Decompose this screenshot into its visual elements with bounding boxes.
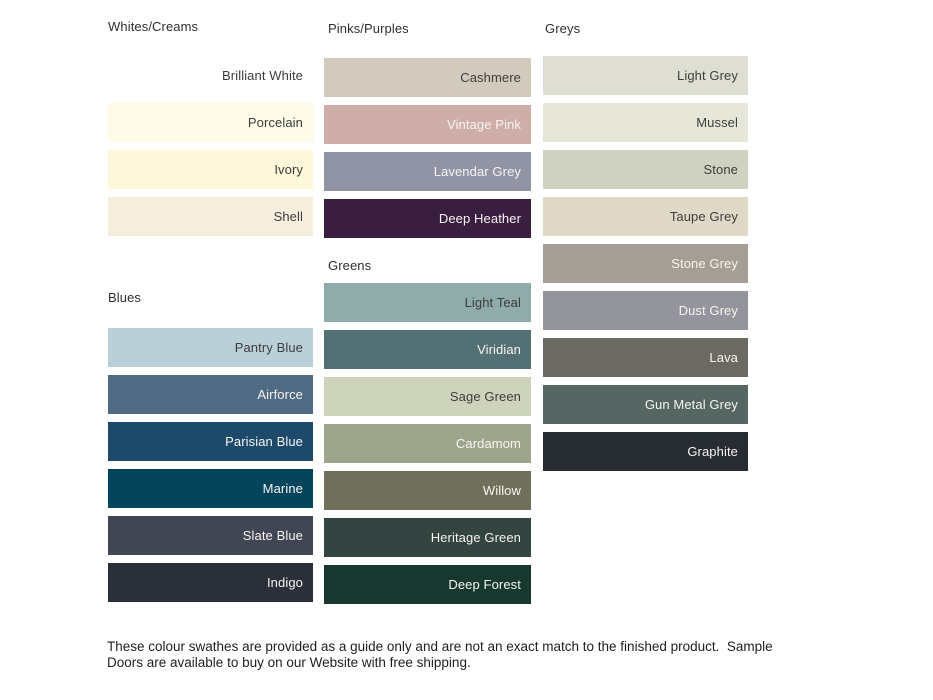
disclaimer-line-2: Doors are available to buy on our Websit… <box>107 655 471 670</box>
swatch-label: Taupe Grey <box>669 209 738 224</box>
swatch-group-greens: Light Teal Viridian Sage Green Cardamom … <box>324 283 531 612</box>
swatch-pantry-blue: Pantry Blue <box>108 328 313 367</box>
swatch-label: Shell <box>273 209 303 224</box>
swatch-label: Dust Grey <box>678 303 738 318</box>
swatch-airforce: Airforce <box>108 375 313 414</box>
swatch-deep-forest: Deep Forest <box>324 565 531 604</box>
group-header-blues: Blues <box>108 290 142 305</box>
swatch-willow: Willow <box>324 471 531 510</box>
swatch-cardamom: Cardamom <box>324 424 531 463</box>
swatch-group-whites-creams: Brilliant White Porcelain Ivory Shell <box>108 56 313 244</box>
swatch-parisian-blue: Parisian Blue <box>108 422 313 461</box>
swatch-label: Slate Blue <box>242 528 303 543</box>
swatch-label: Ivory <box>274 162 303 177</box>
swatch-label: Indigo <box>266 575 303 590</box>
swatch-stone-grey: Stone Grey <box>543 244 748 283</box>
swatch-label: Parisian Blue <box>225 434 303 449</box>
swatch-label: Lava <box>709 350 738 365</box>
swatch-indigo: Indigo <box>108 563 313 602</box>
swatch-label: Cardamom <box>455 436 521 451</box>
swatch-label: Light Teal <box>464 295 521 310</box>
swatch-label: Light Grey <box>677 68 738 83</box>
swatch-label: Brilliant White <box>222 68 303 83</box>
swatch-label: Airforce <box>257 387 303 402</box>
swatch-vintage-pink: Vintage Pink <box>324 105 531 144</box>
swatch-marine: Marine <box>108 469 313 508</box>
swatch-label: Deep Forest <box>448 577 521 592</box>
swatch-label: Marine <box>262 481 303 496</box>
swatch-label: Deep Heather <box>438 211 521 226</box>
swatch-label: Sage Green <box>449 389 521 404</box>
swatch-gun-metal-grey: Gun Metal Grey <box>543 385 748 424</box>
group-header-whites-creams: Whites/Creams <box>108 19 199 34</box>
swatch-light-teal: Light Teal <box>324 283 531 322</box>
swatch-brilliant-white: Brilliant White <box>108 56 313 95</box>
swatch-label: Cashmere <box>460 70 521 85</box>
swatch-ivory: Ivory <box>108 150 313 189</box>
swatch-porcelain: Porcelain <box>108 103 313 142</box>
swatch-cashmere: Cashmere <box>324 58 531 97</box>
swatch-label: Mussel <box>696 115 738 130</box>
swatch-heritage-green: Heritage Green <box>324 518 531 557</box>
swatch-label: Graphite <box>687 444 738 459</box>
swatch-taupe-grey: Taupe Grey <box>543 197 748 236</box>
swatch-sage-green: Sage Green <box>324 377 531 416</box>
group-header-pinks-purples: Pinks/Purples <box>328 21 409 36</box>
swatch-graphite: Graphite <box>543 432 748 471</box>
swatch-mussel: Mussel <box>543 103 748 142</box>
swatch-group-blues: Pantry Blue Airforce Parisian Blue Marin… <box>108 328 313 610</box>
swatch-label: Heritage Green <box>430 530 521 545</box>
swatch-label: Porcelain <box>247 115 303 130</box>
swatch-light-grey: Light Grey <box>543 56 748 95</box>
group-header-greens: Greens <box>328 258 372 273</box>
swatch-label: Viridian <box>477 342 521 357</box>
swatch-group-greys: Light Grey Mussel Stone Taupe Grey Stone… <box>543 56 748 479</box>
swatch-label: Stone <box>703 162 738 177</box>
swatch-group-pinks-purples: Cashmere Vintage Pink Lavendar Grey Deep… <box>324 58 531 246</box>
swatch-lavendar-grey: Lavendar Grey <box>324 152 531 191</box>
swatch-label: Gun Metal Grey <box>644 397 738 412</box>
swatch-stone: Stone <box>543 150 748 189</box>
swatch-label: Lavendar Grey <box>433 164 521 179</box>
swatch-label: Stone Grey <box>671 256 738 271</box>
group-header-greys: Greys <box>545 21 581 36</box>
swatch-slate-blue: Slate Blue <box>108 516 313 555</box>
swatch-label: Vintage Pink <box>447 117 521 132</box>
swatch-dust-grey: Dust Grey <box>543 291 748 330</box>
swatch-deep-heather: Deep Heather <box>324 199 531 238</box>
swatch-label: Willow <box>482 483 521 498</box>
swatch-lava: Lava <box>543 338 748 377</box>
disclaimer-line-1: These colour swathes are provided as a g… <box>107 639 773 654</box>
swatch-viridian: Viridian <box>324 330 531 369</box>
swatch-shell: Shell <box>108 197 313 236</box>
disclaimer-text: These colour swathes are provided as a g… <box>107 639 773 671</box>
swatch-label: Pantry Blue <box>234 340 303 355</box>
